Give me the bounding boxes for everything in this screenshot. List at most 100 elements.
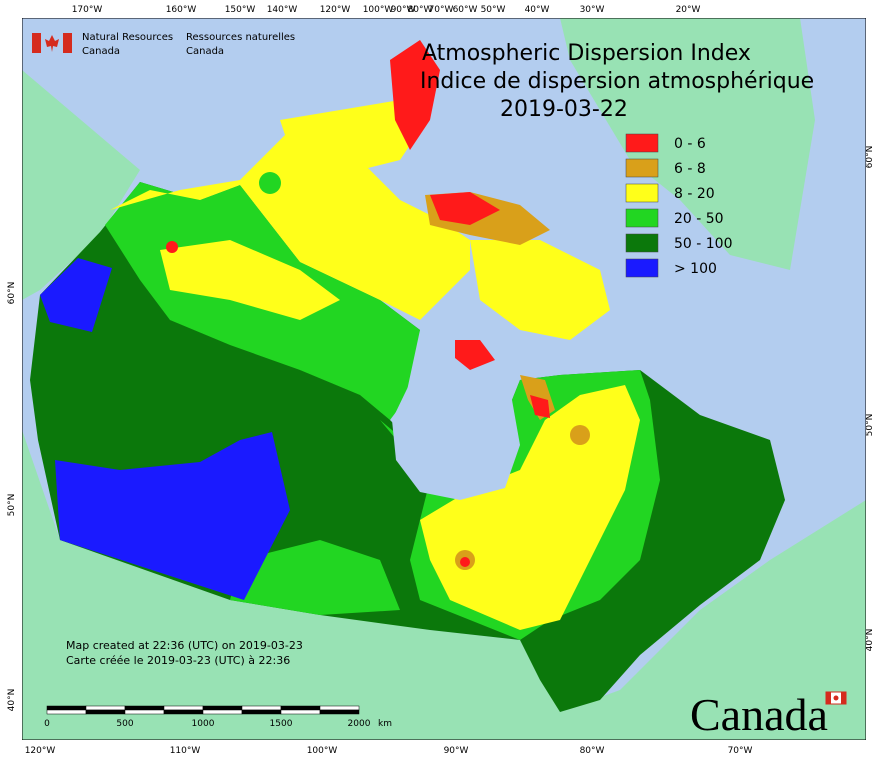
graticule-label: 120°W <box>320 5 351 15</box>
scale-segment <box>241 709 282 715</box>
scale-segment <box>163 709 204 715</box>
scale-segment <box>241 705 282 711</box>
legend-swatch <box>625 133 659 153</box>
united-states <box>22 430 866 740</box>
wordmark: Canada <box>690 689 828 740</box>
graticule-labels: 170°W 160°W 150°W 140°W 120°W 100°W90°W80°W70… <box>7 5 875 756</box>
alaska <box>22 70 140 300</box>
legend-swatch <box>625 233 659 253</box>
graticule-label: 50°N <box>7 494 17 517</box>
note: Map created at 22:36 (UTC) on 2019-03-23 <box>66 639 303 652</box>
agency-fr: Canada <box>186 46 224 57</box>
hudson-bay <box>392 362 520 500</box>
scale-segment <box>319 709 360 715</box>
title-fr: Indice de dispersion atmosphérique <box>420 69 814 94</box>
graticule-label: 80°W <box>408 5 433 15</box>
zone-red-spot <box>166 241 178 253</box>
legend-label: 20 - 50 <box>674 211 724 227</box>
graticule-label: 120°W <box>25 746 56 756</box>
graticule-label: 80°W <box>580 746 605 756</box>
zone-green-spot <box>259 172 281 194</box>
scale-segment <box>124 705 165 711</box>
nrcan-signature: Natural Resources Canada Ressources natu… <box>32 32 295 57</box>
zone-yellow-baffin <box>470 240 610 340</box>
flag-bar <box>32 33 41 53</box>
legend-label: > 100 <box>674 261 717 277</box>
graticule-label: 160°W <box>166 5 197 15</box>
legend-swatch <box>625 208 659 228</box>
legend-label: 6 - 8 <box>674 161 706 177</box>
scale-label: 0 <box>44 719 50 729</box>
flag-bar <box>841 692 846 704</box>
scale-segment <box>85 705 126 711</box>
graticule-label: 20°W <box>676 5 701 15</box>
scale-bar: 0 500 1000 1500 2000 km <box>44 705 392 729</box>
zone-blue-coast <box>40 258 112 332</box>
zone-red-spot <box>460 557 470 567</box>
canada-wordmark: Canada <box>690 689 847 740</box>
graticule-label: 60°N <box>865 146 875 169</box>
legend-swatch <box>625 258 659 278</box>
zone-yellow-islands <box>280 100 420 170</box>
zone-red-baffin <box>430 192 500 225</box>
graticule-label: 170°W <box>72 5 103 15</box>
scale-segment <box>280 709 321 715</box>
note: Carte créée le 2019-03-23 (UTC) à 22:36 <box>66 654 290 667</box>
scale-label: 500 <box>116 719 133 729</box>
agency-en: Canada <box>82 46 120 57</box>
zone-red-quebec <box>530 395 550 418</box>
graticule-label: 50°N <box>865 414 875 437</box>
zone-green-prairie <box>230 540 400 615</box>
zone-yellow-arctic <box>110 120 470 320</box>
scale-segment <box>163 705 204 711</box>
graticule-label: 150°W <box>225 5 256 15</box>
basemap <box>22 18 866 740</box>
maple-leaf <box>833 695 839 701</box>
graticule-label: 30°W <box>580 5 605 15</box>
zone-orange-spot <box>570 425 590 445</box>
scale-segment <box>46 709 87 715</box>
scale-label: 1000 <box>192 719 215 729</box>
graticule-label: 60°W <box>453 5 478 15</box>
graticule-label: 40°N <box>865 629 875 652</box>
greenland <box>560 18 815 270</box>
flag-bar <box>826 692 831 704</box>
scale-segment <box>319 705 360 711</box>
legend-label: 50 - 100 <box>674 236 733 252</box>
graticule-label: 40°W <box>525 5 550 15</box>
scale-segment <box>280 705 321 711</box>
title-en: Atmospheric Dispersion Index <box>422 41 751 66</box>
scale-unit: km <box>378 719 392 729</box>
legend-label: 0 - 6 <box>674 136 706 152</box>
legend-swatch <box>625 183 659 203</box>
legend: 0 - 6 6 - 8 8 - 20 20 - 50 50 - 100 > 100 <box>625 133 733 278</box>
graticule-label: 90°W <box>391 5 416 15</box>
scale-segment <box>85 709 126 715</box>
agency-en: Natural Resources <box>82 32 173 43</box>
scale-segment <box>124 709 165 715</box>
scale-segment <box>202 705 243 711</box>
legend-swatch <box>625 158 659 178</box>
graticule-label: 110°W <box>170 746 201 756</box>
graticule-label: 70°W <box>429 5 454 15</box>
agency-fr: Ressources naturelles <box>186 32 295 43</box>
zone-yellow-north <box>160 240 340 320</box>
graticule-label: 90°W <box>444 746 469 756</box>
graticule-label: 100°W <box>363 5 394 15</box>
scale-segment <box>202 709 243 715</box>
scale-label: 1500 <box>270 719 293 729</box>
zone-blue-south <box>55 432 290 600</box>
zone-yellow-south <box>420 385 640 630</box>
maple-leaf <box>45 35 59 52</box>
zone-red-southampton <box>455 340 495 370</box>
scale-label: 2000 <box>348 719 371 729</box>
graticule-label: 40°N <box>7 689 17 712</box>
graticule-label: 70°W <box>728 746 753 756</box>
legend-label: 8 - 20 <box>674 186 715 202</box>
flag-bar <box>63 33 72 53</box>
graticule-label: 140°W <box>267 5 298 15</box>
graticule-label: 100°W <box>307 746 338 756</box>
scale-segment <box>46 705 87 711</box>
